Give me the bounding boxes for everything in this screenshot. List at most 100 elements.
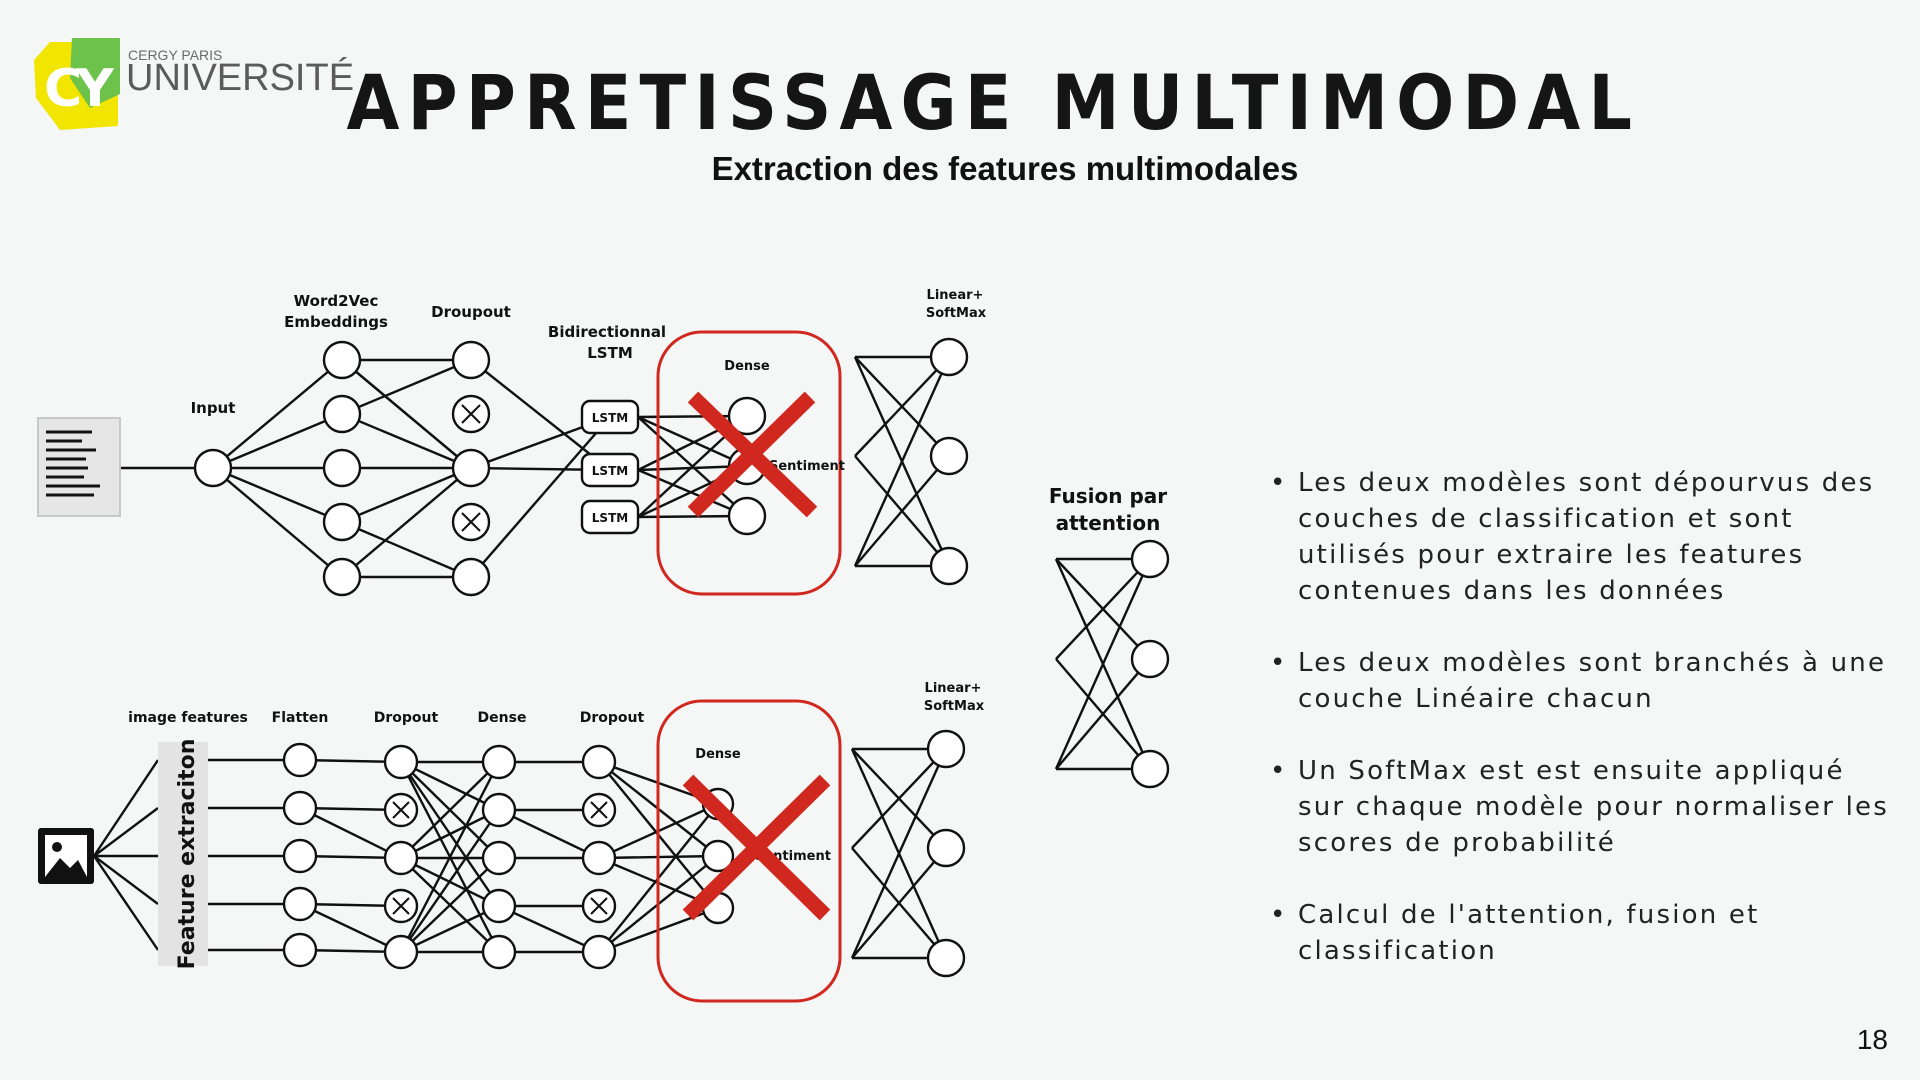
bullet-item: Les deux modèles sont branchés à une cou… — [1270, 645, 1890, 717]
connection-line — [637, 468, 748, 518]
lstm-cell-label: LSTM — [592, 511, 628, 525]
embeddings-label-1: Word2Vec — [294, 292, 379, 310]
linear-softmax-node — [929, 337, 969, 377]
university-logo: CY CERGY PARIS UNIVERSITÉ — [34, 38, 354, 130]
logo-line1: CERGY PARIS — [128, 47, 222, 63]
flatten-label: Flatten — [272, 710, 329, 726]
lstm-cell-label: LSTM — [592, 411, 628, 425]
dropout-node — [383, 744, 419, 780]
dense-removed-label-image: Dense — [695, 747, 741, 762]
connection-line — [470, 416, 611, 578]
bullet-item: Les deux modèles sont dépourvus des couc… — [1270, 465, 1890, 609]
bullet-item: Un SoftMax est est ensuite appliqué sur … — [1270, 753, 1890, 861]
droupout-label: Droupout — [431, 303, 511, 321]
dense-node — [481, 934, 517, 970]
dropout-node — [581, 888, 617, 924]
flatten-node — [282, 838, 318, 874]
lstm-cell-label: LSTM — [592, 464, 628, 478]
feature-extraction-label: Feature extraciton — [175, 739, 200, 970]
connection-line — [299, 806, 402, 860]
connection-line — [1055, 558, 1151, 660]
linear-softmax-node — [929, 436, 969, 476]
connection-line — [341, 520, 472, 579]
connection-line — [93, 759, 159, 857]
dense-node — [481, 744, 517, 780]
image-icon — [38, 828, 94, 884]
connection-line — [400, 808, 500, 860]
logo-line2: UNIVERSITÉ — [126, 56, 354, 99]
dropout-node — [451, 557, 491, 597]
embedding-node — [322, 448, 362, 488]
dropout2-label: Dropout — [580, 710, 645, 726]
connection-line — [854, 356, 950, 457]
connection-line — [93, 807, 159, 857]
fusion-node — [1130, 539, 1170, 579]
connection-line — [400, 761, 500, 859]
dropout-node — [383, 792, 419, 828]
page-title: APPRETISSAGE MULTIMODAL — [346, 58, 1641, 147]
removed-cross-image — [682, 774, 831, 921]
fusion-node — [1130, 639, 1170, 679]
network-nodes: LSTM LSTM LSTM — [193, 337, 1170, 978]
connection-line — [212, 466, 343, 524]
lstm-cell: LSTM — [580, 499, 640, 535]
dropout-node — [451, 340, 491, 380]
removed-dense-box-image — [656, 699, 842, 1003]
embedding-node — [322, 394, 362, 434]
linear-label-image-2: SoftMax — [924, 699, 985, 714]
connection-line — [341, 466, 472, 524]
lstm-cell: LSTM — [580, 452, 640, 488]
flatten-node — [282, 790, 318, 826]
linear-softmax-node — [926, 828, 966, 868]
dropout-node — [451, 394, 491, 434]
connection-line — [341, 359, 472, 469]
dropout1-label: Dropout — [374, 710, 439, 726]
connection-line — [212, 412, 343, 470]
dense-node — [727, 396, 767, 436]
connection-line — [400, 760, 500, 812]
dropout-node — [581, 840, 617, 876]
connection-line — [341, 467, 472, 578]
connection-line — [341, 412, 472, 470]
connection-line — [341, 358, 472, 416]
removed-cross-text — [687, 391, 818, 518]
dense-label-text: Dense — [724, 359, 770, 374]
connection-line — [93, 855, 159, 951]
embeddings-label-2: Embeddings — [284, 313, 388, 331]
connection-line — [853, 356, 951, 567]
dropout-node — [451, 502, 491, 542]
connection-line — [400, 809, 500, 953]
dense-node — [701, 839, 735, 873]
bilstm-label-1: Bidirectionnal — [548, 323, 666, 341]
logo-green-shape — [70, 38, 120, 108]
dense-node — [727, 496, 767, 536]
fusion-label-2: attention — [1056, 511, 1161, 535]
document-icon — [37, 417, 121, 517]
bullet-list: Les deux modèles sont dépourvus des couc… — [1270, 465, 1890, 1005]
connection-line — [212, 359, 343, 469]
page-subtitle: Extraction des features multimodales — [711, 150, 1299, 187]
connection-line — [93, 855, 159, 905]
embedding-node — [322, 502, 362, 542]
flatten-node — [282, 742, 318, 778]
connection-line — [1054, 558, 1152, 770]
connection-line — [470, 359, 611, 471]
dense-node — [481, 792, 517, 828]
connection-line — [637, 415, 748, 468]
bilstm-label-2: LSTM — [587, 344, 633, 362]
connection-line — [498, 904, 600, 954]
sentiment-label-text: Sentiment — [769, 459, 845, 474]
linear-label-text-1: Linear+ — [927, 288, 984, 303]
fusion-node — [1130, 749, 1170, 789]
dense-node — [481, 888, 517, 924]
image-features-label: image features — [128, 710, 248, 726]
connection-line — [400, 857, 500, 953]
input-node — [193, 448, 233, 488]
connection-line — [400, 904, 500, 954]
connection-line — [851, 847, 947, 959]
connection-line — [850, 748, 948, 959]
dense-node — [481, 840, 517, 876]
dropout-node — [383, 934, 419, 970]
page-number: 18 — [1856, 1024, 1888, 1055]
